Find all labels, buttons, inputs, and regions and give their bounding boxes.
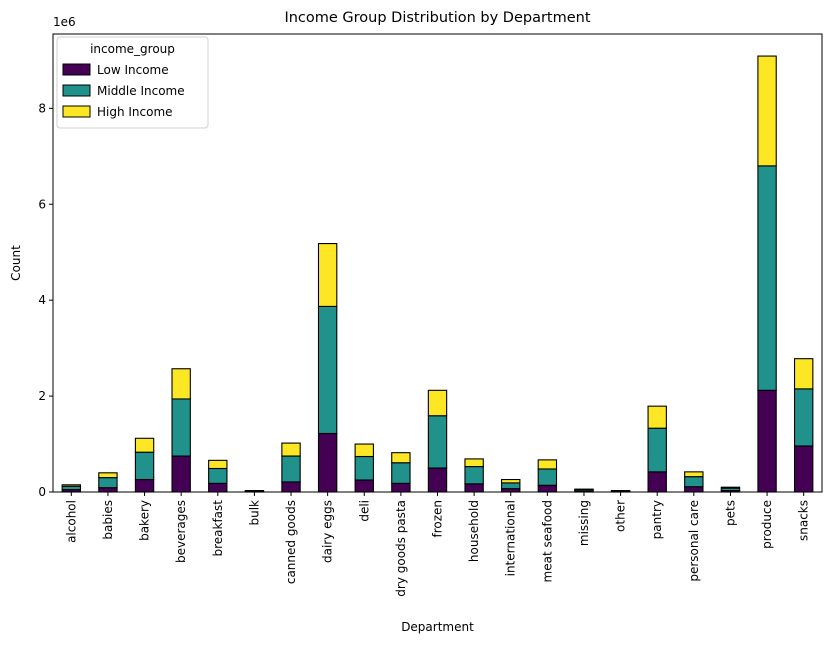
x-tick-label-beverages: beverages (174, 500, 188, 563)
bar-household-middle-income (465, 467, 483, 484)
x-tick-label-international: international (504, 500, 518, 576)
legend-swatch-middle-income (63, 85, 90, 96)
bar-produce-high-income (758, 56, 776, 166)
bar-beverages-high-income (172, 369, 190, 399)
x-tick-label-snacks: snacks (797, 500, 811, 541)
x-tick-label-frozen: frozen (431, 500, 445, 538)
legend-label-low-income: Low Income (97, 63, 169, 77)
bar-babies-middle-income (99, 478, 117, 488)
x-tick-label-dry-goods-pasta: dry goods pasta (394, 500, 408, 597)
x-tick-label-bulk: bulk (247, 500, 261, 526)
x-tick-label-pantry: pantry (650, 500, 664, 539)
y-tick-label-4: 4 (38, 293, 46, 307)
bar-bakery-high-income (135, 438, 153, 452)
bar-breakfast-low-income (209, 483, 227, 492)
bar-frozen-high-income (428, 390, 446, 415)
bar-international-middle-income (502, 483, 520, 489)
bar-deli-high-income (355, 444, 373, 456)
bar-snacks-high-income (795, 359, 813, 389)
bar-bakery-middle-income (135, 452, 153, 479)
bar-international-high-income (502, 480, 520, 483)
bar-frozen-middle-income (428, 416, 446, 468)
y-tick-label-2: 2 (38, 389, 46, 403)
bar-bakery-low-income (135, 480, 153, 492)
bar-dry-goods-pasta-middle-income (392, 463, 410, 484)
y-axis-label: Count (9, 245, 23, 281)
y-tick-label-8: 8 (38, 101, 46, 115)
x-tick-label-pets: pets (723, 500, 737, 526)
x-tick-label-alcohol: alcohol (64, 500, 78, 543)
bar-canned-goods-middle-income (282, 456, 300, 482)
x-tick-label-household: household (467, 500, 481, 562)
x-axis-label: Department (401, 620, 474, 634)
bar-dairy-eggs-low-income (318, 433, 336, 492)
x-tick-label-missing: missing (577, 500, 591, 546)
bar-beverages-low-income (172, 456, 190, 492)
x-tick-label-personal-care: personal care (687, 500, 701, 582)
x-tick-label-meat-seafood: meat seafood (540, 500, 554, 582)
bar-dairy-eggs-middle-income (318, 306, 336, 433)
y-scale-label: 1e6 (53, 15, 76, 29)
bar-produce-middle-income (758, 166, 776, 390)
bar-canned-goods-low-income (282, 482, 300, 492)
bar-dry-goods-pasta-high-income (392, 453, 410, 463)
bar-produce-low-income (758, 390, 776, 492)
bar-beverages-middle-income (172, 399, 190, 456)
bar-deli-low-income (355, 480, 373, 492)
x-tick-label-other: other (614, 500, 628, 532)
x-tick-label-produce: produce (760, 500, 774, 549)
bar-dairy-eggs-high-income (318, 244, 336, 307)
legend-swatch-high-income (63, 106, 90, 117)
bar-babies-high-income (99, 473, 117, 478)
bar-snacks-middle-income (795, 389, 813, 446)
bar-breakfast-high-income (209, 460, 227, 468)
bar-meat-seafood-low-income (538, 485, 556, 492)
bar-breakfast-middle-income (209, 469, 227, 484)
bar-pantry-low-income (648, 472, 666, 492)
x-tick-label-bakery: bakery (138, 500, 152, 541)
chart-title: Income Group Distribution by Department (284, 10, 590, 26)
bar-snacks-low-income (795, 446, 813, 492)
bar-deli-middle-income (355, 457, 373, 480)
x-tick-label-canned-goods: canned goods (284, 500, 298, 584)
x-tick-label-deli: deli (357, 500, 371, 522)
bar-frozen-low-income (428, 468, 446, 492)
legend-swatch-low-income (63, 64, 90, 75)
bar-pantry-middle-income (648, 428, 666, 472)
bar-alcohol-high-income (62, 485, 80, 486)
bar-dry-goods-pasta-low-income (392, 483, 410, 492)
bar-meat-seafood-middle-income (538, 469, 556, 485)
x-tick-label-dairy-eggs: dairy eggs (321, 500, 335, 563)
y-tick-label-0: 0 (38, 485, 46, 499)
bar-pets-high-income (721, 487, 739, 488)
bar-personal-care-middle-income (685, 477, 703, 487)
bar-babies-low-income (99, 488, 117, 492)
bar-personal-care-high-income (685, 472, 703, 477)
x-tick-label-babies: babies (101, 500, 115, 540)
bar-pantry-high-income (648, 406, 666, 428)
bar-canned-goods-high-income (282, 443, 300, 456)
bar-meat-seafood-high-income (538, 460, 556, 469)
x-tick-label-breakfast: breakfast (211, 500, 225, 557)
bar-household-high-income (465, 459, 483, 467)
bar-household-low-income (465, 484, 483, 492)
legend-label-middle-income: Middle Income (97, 84, 185, 98)
bar-personal-care-low-income (685, 487, 703, 492)
legend-label-high-income: High Income (97, 105, 173, 119)
y-tick-label-6: 6 (38, 197, 46, 211)
legend-title: income_group (90, 42, 175, 56)
legend: income_group Low Income Middle Income High … (57, 37, 208, 128)
